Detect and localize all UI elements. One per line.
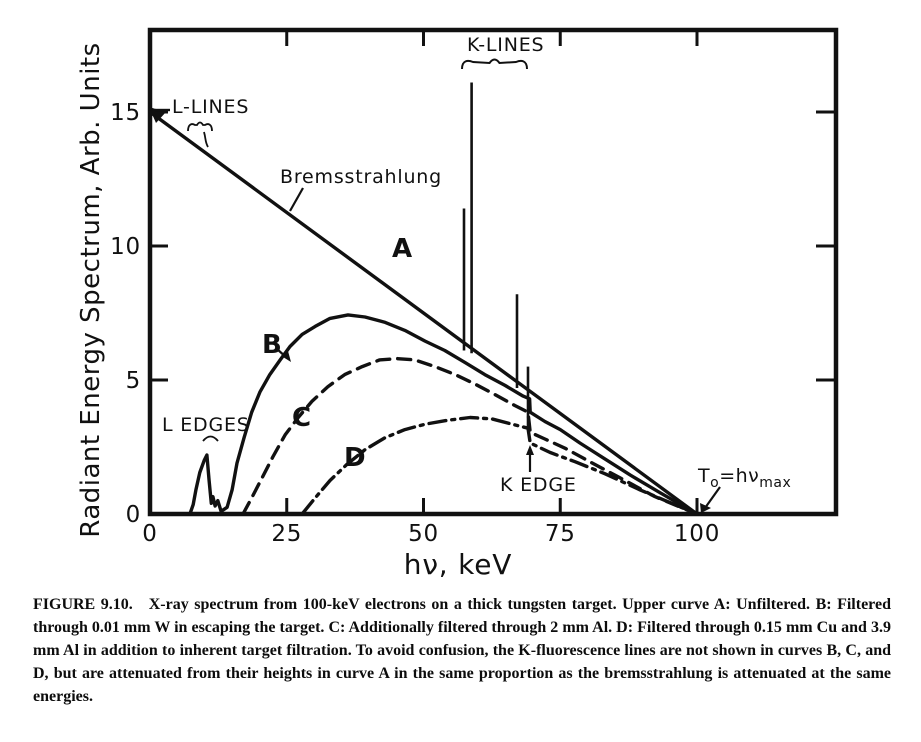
k-lines-label: K-LINES [467,34,544,56]
bremsstrahlung-label: Bremsstrahlung [280,166,442,188]
x-tick-label-75: 75 [545,521,576,547]
curve-label-B: B [262,330,283,360]
l-lines-label: L-LINES [172,96,249,118]
k-lines-brace [461,58,528,70]
y-tick-label-5: 5 [126,368,141,394]
l-edges-label: L EDGES [162,414,250,436]
l-lines-brace-tail [203,131,209,148]
y-axis-title: Radiant Energy Spectrum, Arb. Units [76,42,106,537]
bremsstrahlung-leader [289,187,304,212]
curve-label-D: D [344,443,366,473]
l-lines-brace [187,121,213,132]
x-tick-label-100: 100 [674,521,720,547]
l-edges-arc [202,435,219,442]
curve-B-path [188,313,699,516]
curve-label-A: A [392,234,413,264]
y-tick-label-10: 10 [110,234,141,260]
x-tick-label-50: 50 [408,521,439,547]
k-edge-arrowhead [526,445,534,455]
t-max-label: To=hνmax [697,465,791,491]
curve-D-path [300,415,699,516]
x-tick-label-25: 25 [271,521,302,547]
t-max-leader [704,486,721,509]
curve-label-C: C [292,403,312,433]
chart-area: 0 25 50 75 100 0 5 10 15 hν, keV Radiant Energy Sp… [76,27,839,581]
figure-number: FIGURE 9.10. [33,596,133,613]
x-tick-label-0: 0 [142,521,157,547]
x-axis-title: hν, keV [404,548,512,581]
caption-text: X-ray spectrum from 100-keV electrons on… [33,596,891,705]
curve-A-path [148,110,699,516]
curve-label-B-arrowhead [283,351,291,362]
curve-C-path [241,356,699,516]
axes-box [147,27,839,517]
y-tick-label-15: 15 [110,100,141,126]
y-tick-label-0: 0 [126,502,141,528]
figure-caption: FIGURE 9.10. X-ray spectrum from 100-keV … [33,593,891,708]
t-max-arrowhead [700,503,711,513]
xray-spectrum-chart: 0 25 50 75 100 0 5 10 15 hν, keV Radiant Energy Sp… [76,27,839,581]
k-edge-label: K EDGE [500,474,577,496]
